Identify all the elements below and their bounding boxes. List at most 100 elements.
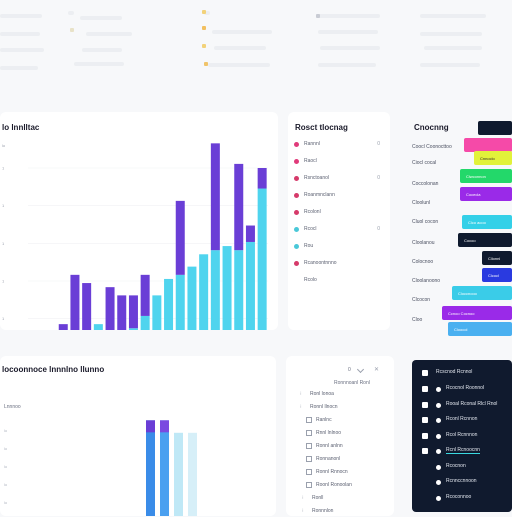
tree-panel: 0 ✕ Ronnnoanl Ronl ⁝ Ronl lonoa ⁝ Ronnl lln… bbox=[286, 356, 394, 516]
tree-item-label: Rnnl lnlnoo bbox=[316, 430, 342, 436]
tree-rows: ⁝ Ronl lonoa ⁝ Ronnl llnocn Ranlnc Rnnl lnlno… bbox=[286, 388, 394, 516]
list-item[interactable]: Roanmnclann bbox=[288, 189, 390, 203]
list-item[interactable]: Rcanoontnnno bbox=[288, 257, 390, 271]
tree-item-label: Ronnl anlnn bbox=[316, 443, 343, 449]
filter-option[interactable]: Rooal Rconal Rlcl Rnol bbox=[412, 398, 512, 414]
faint-line bbox=[214, 46, 266, 50]
hbar-panel-title: Cnocnng bbox=[414, 123, 449, 132]
close-icon[interactable]: ✕ bbox=[374, 367, 380, 373]
option-radio[interactable] bbox=[436, 449, 441, 454]
tree-expand-icon[interactable]: ⁝ bbox=[302, 508, 304, 514]
tree-item[interactable]: Ronnanonl bbox=[306, 453, 394, 465]
tree-item-label: Ronnl Rnnocn bbox=[316, 469, 348, 475]
list-item-label: Rcanoontnnno bbox=[304, 260, 337, 266]
list-item[interactable]: Rcolo bbox=[288, 274, 390, 288]
list-item[interactable]: Raocl bbox=[288, 155, 390, 169]
hbar-bar-text: Cloccnooo bbox=[458, 291, 477, 296]
hbar-bar-text: Cllonnl bbox=[488, 256, 501, 261]
filter-option[interactable]: Rcol Rcnnnon bbox=[412, 429, 512, 445]
dark-filter-panel: Rcscnod Rcnnol Rcocnol Roonnol Rooal Rcon… bbox=[412, 360, 512, 512]
tree-item[interactable]: ⁝ Ronnnlon bbox=[302, 505, 390, 517]
hbar-label: Ciocl cocal bbox=[412, 160, 437, 166]
tree-item[interactable]: Ranlnc bbox=[306, 414, 394, 426]
tree-expand-icon[interactable]: ⁝ bbox=[300, 391, 302, 397]
option-checkbox[interactable] bbox=[422, 386, 428, 392]
bar-segment-secondary bbox=[140, 274, 150, 316]
hbar-label: Coocl Coonocttoo bbox=[412, 144, 452, 150]
option-radio[interactable] bbox=[436, 480, 441, 485]
faint-line bbox=[204, 11, 210, 15]
filter-option[interactable]: Rcnl Rcnoocnn bbox=[412, 444, 512, 460]
y-tick-label: lo bbox=[4, 428, 8, 433]
option-radio[interactable] bbox=[436, 402, 441, 408]
hbar-bar[interactable]: Clwconnon bbox=[460, 169, 512, 183]
chevron-down-icon[interactable] bbox=[356, 365, 365, 374]
tree-item[interactable]: Roonl Ronoolan bbox=[306, 479, 394, 491]
status-dot-icon bbox=[294, 210, 299, 215]
tree-item[interactable]: ⁝ Ronll bbox=[302, 492, 390, 504]
list-item[interactable]: Rcocl 0 bbox=[288, 223, 390, 237]
y-tick-label: lo bbox=[4, 446, 8, 451]
hbar-bar[interactable]: Ccnoo Cocnoo bbox=[442, 306, 512, 320]
option-radio[interactable] bbox=[436, 464, 441, 470]
faint-line bbox=[424, 46, 482, 50]
list-item-label: Rcolonl bbox=[304, 209, 321, 215]
hbar-bar[interactable] bbox=[478, 121, 512, 135]
list-item[interactable]: Rannnl 0 bbox=[288, 138, 390, 152]
select-all-checkbox[interactable] bbox=[422, 370, 428, 376]
tree-item[interactable]: Rnnl lnlnoo bbox=[306, 427, 394, 439]
bar-segment-primary bbox=[257, 188, 267, 330]
tree-expand-icon[interactable]: ⁝ bbox=[302, 495, 304, 501]
hbar-bar[interactable]: Clco acoo bbox=[462, 215, 512, 229]
tree-checkbox[interactable] bbox=[306, 482, 312, 488]
hbar-label: Clcocon bbox=[412, 297, 431, 303]
tree-item[interactable]: ⁝ Ronl lonoa bbox=[300, 388, 388, 400]
list-item[interactable]: Rsnctoanol 0 bbox=[288, 172, 390, 186]
status-dot-icon bbox=[294, 244, 299, 249]
bar-segment-secondary bbox=[105, 287, 115, 330]
hbar-bar[interactable]: Cnnoclo bbox=[474, 151, 512, 165]
faint-line bbox=[74, 62, 124, 66]
hbar-bar[interactable]: Cloccnooo bbox=[452, 286, 512, 300]
option-radio[interactable] bbox=[436, 433, 441, 439]
option-checkbox[interactable] bbox=[422, 401, 428, 408]
tree-checkbox[interactable] bbox=[306, 443, 312, 449]
hbar-bar[interactable]: Cocoo bbox=[458, 233, 512, 247]
list-item[interactable]: Rou bbox=[288, 240, 390, 254]
option-checkbox[interactable] bbox=[422, 448, 428, 454]
option-radio[interactable] bbox=[436, 495, 441, 501]
faint-line bbox=[420, 14, 486, 18]
top-summary-strip bbox=[0, 0, 512, 88]
hbar-bar[interactable]: Clcocl bbox=[482, 268, 512, 282]
tree-item-label: Ronl lonoa bbox=[310, 391, 334, 397]
option-radio[interactable] bbox=[436, 418, 441, 423]
tree-checkbox[interactable] bbox=[306, 430, 312, 436]
filter-option[interactable]: Rconl Rcnnon bbox=[412, 413, 512, 429]
filter-option[interactable]: Rcnnccnnoon bbox=[412, 475, 512, 491]
tree-item[interactable]: Ronnl anlnn bbox=[306, 440, 394, 452]
y-tick-label: 1 bbox=[2, 316, 5, 321]
filter-option[interactable]: Rcocnol Roonnol bbox=[412, 382, 512, 398]
option-checkbox[interactable] bbox=[422, 417, 428, 423]
hbar-bar[interactable]: Cloocol bbox=[448, 322, 512, 336]
bar-segment-secondary bbox=[175, 200, 185, 275]
hbar-bar[interactable] bbox=[464, 138, 512, 152]
faint-dot bbox=[202, 44, 206, 48]
list-item-label: Roanmnclann bbox=[304, 192, 335, 198]
bottom-chart-title: locoonnoce lnnnlno llunno bbox=[2, 365, 105, 374]
list-item-label: Rsnctoanol bbox=[304, 175, 330, 181]
filter-option[interactable]: Rcocnon bbox=[412, 460, 512, 476]
tree-expand-icon[interactable]: ⁝ bbox=[300, 404, 302, 410]
tree-checkbox[interactable] bbox=[306, 469, 312, 475]
option-radio[interactable] bbox=[436, 387, 441, 392]
hbar-bar[interactable]: Cocecla bbox=[460, 187, 512, 201]
filter-option[interactable]: Rcoconnoo bbox=[412, 491, 512, 507]
hbar-bar[interactable]: Cllonnl bbox=[482, 251, 512, 265]
tree-item[interactable]: Ronnl Rnnocn bbox=[306, 466, 394, 478]
option-checkbox[interactable] bbox=[422, 432, 428, 439]
tree-item[interactable]: ⁝ Ronnl llnocn bbox=[300, 401, 388, 413]
tree-checkbox[interactable] bbox=[306, 417, 312, 423]
hbar-rows: Coocl Coonocttoo Cnnoclo Ciocl cocal Clwcon… bbox=[408, 112, 512, 342]
list-item[interactable]: Rcolonl bbox=[288, 206, 390, 220]
tree-checkbox[interactable] bbox=[306, 456, 312, 462]
